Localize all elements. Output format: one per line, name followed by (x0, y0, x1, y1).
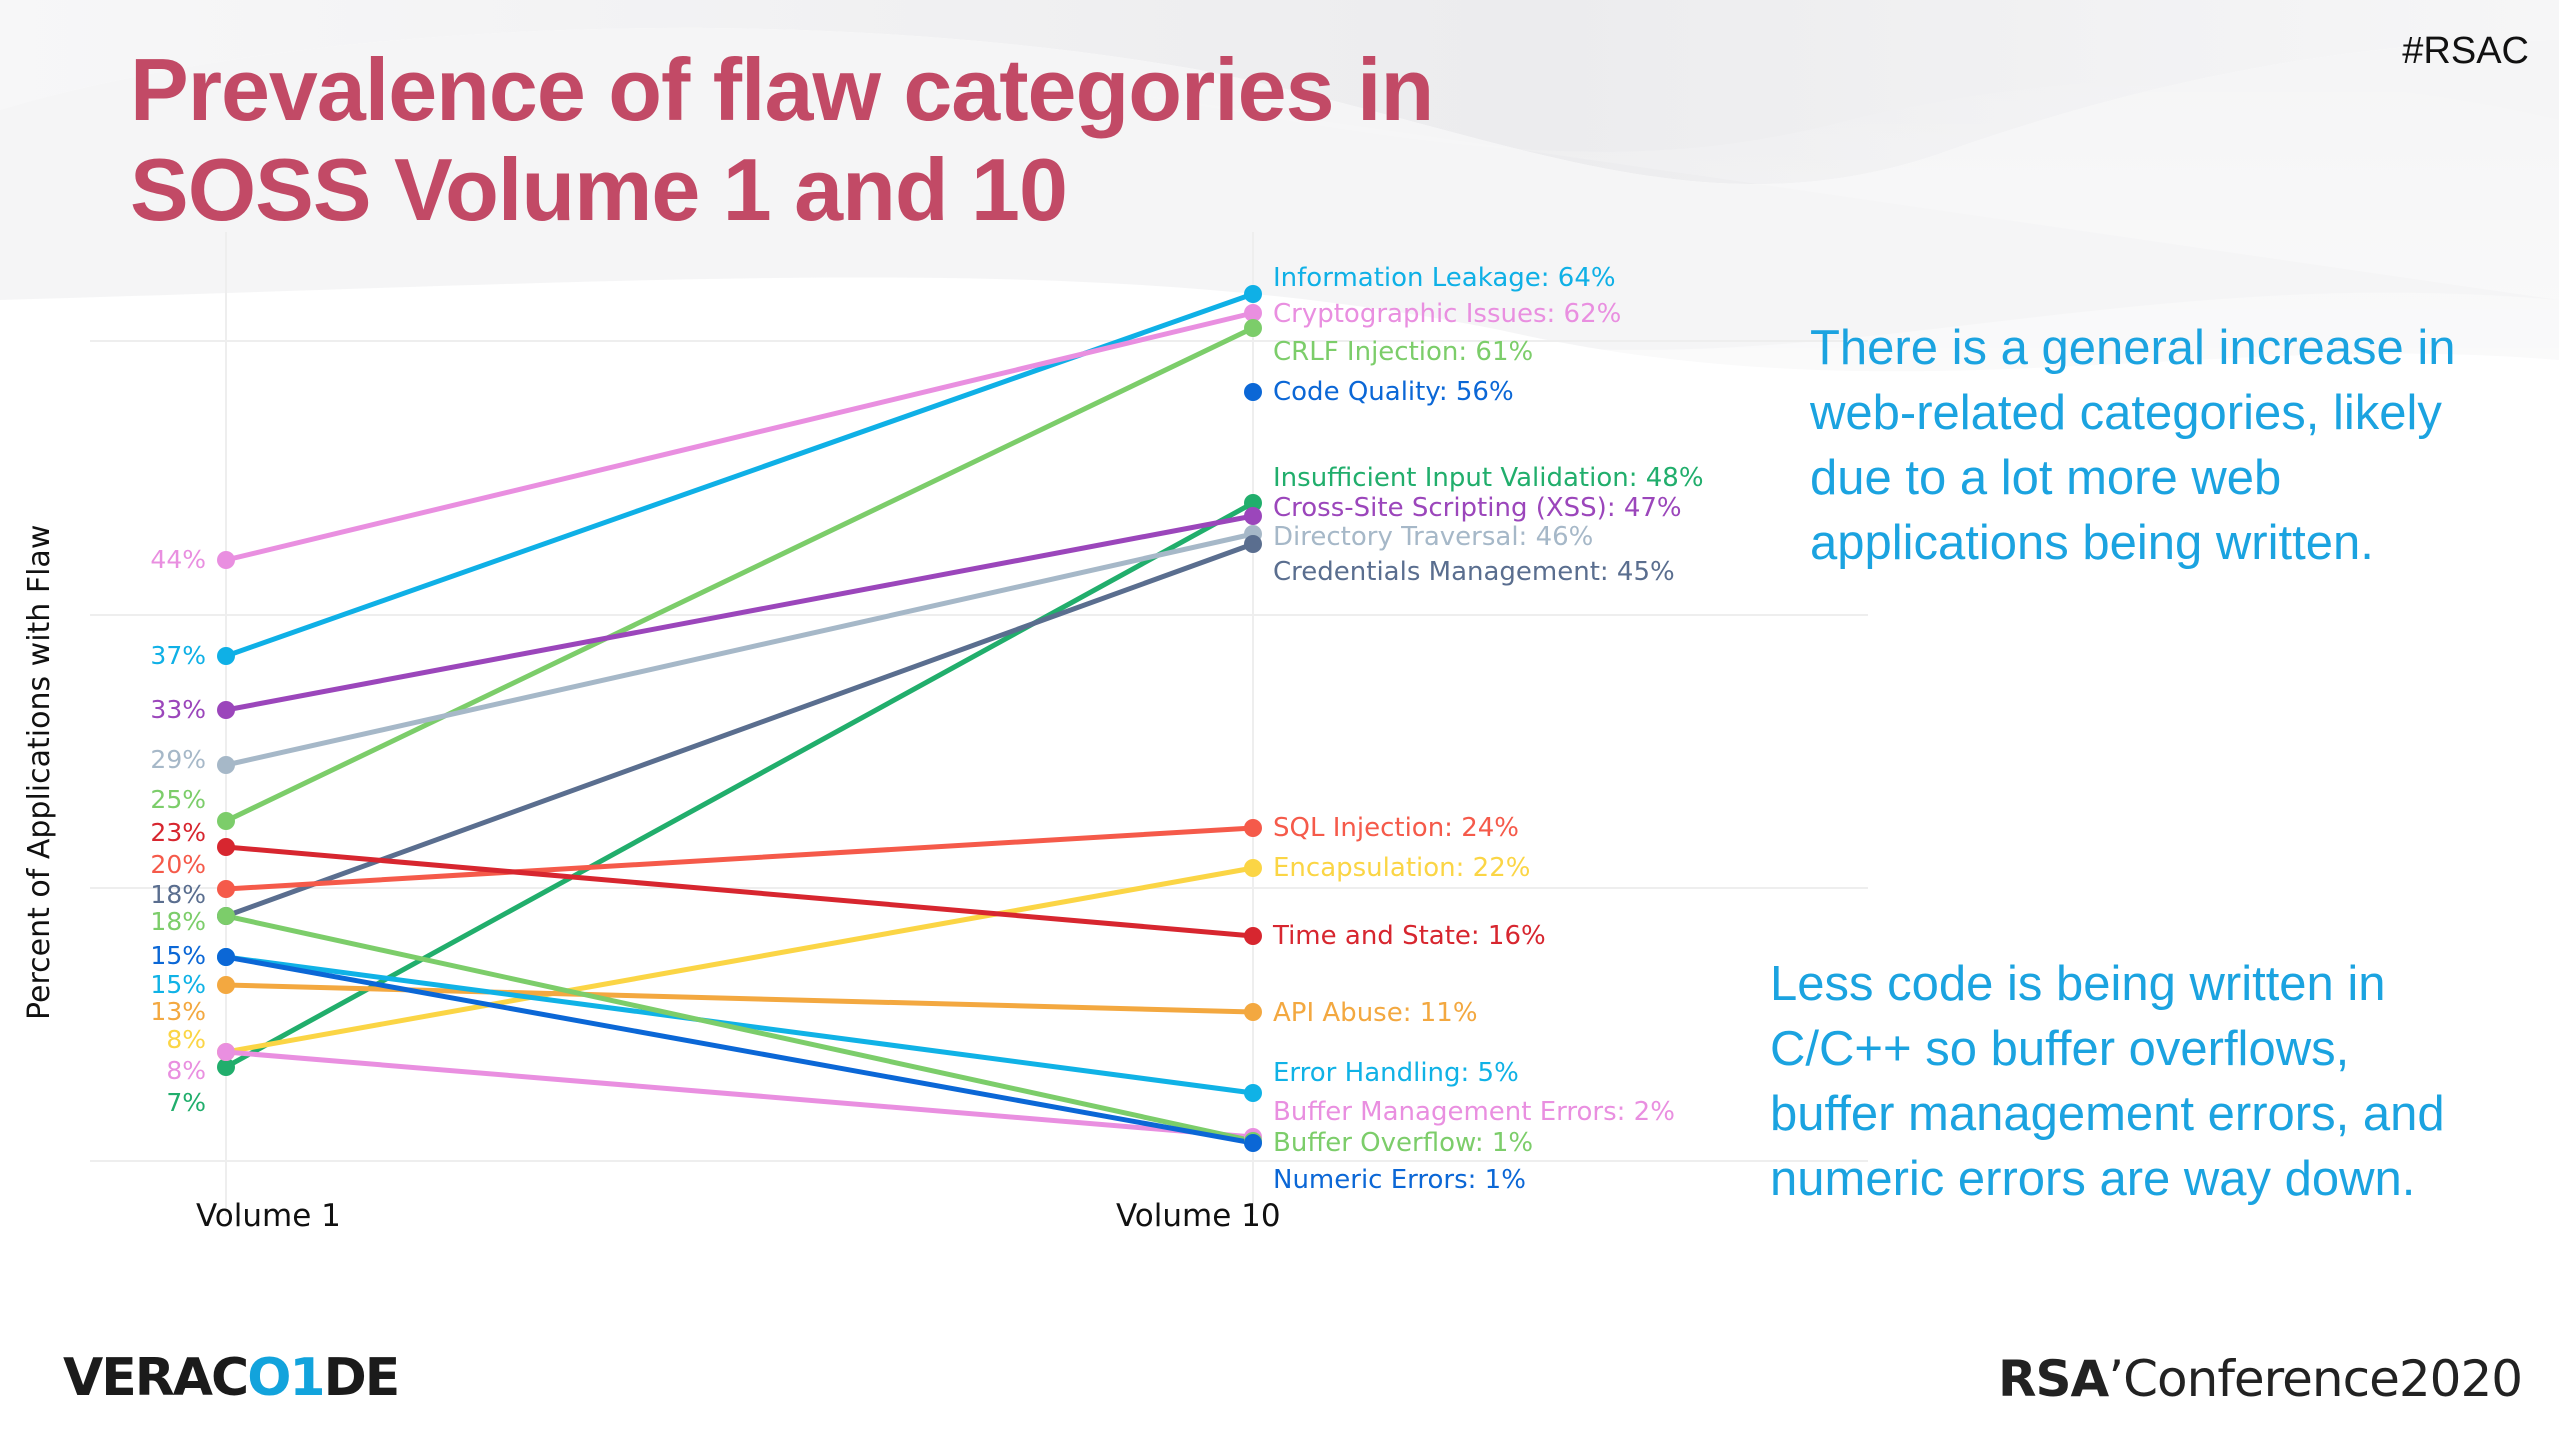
series-line (223, 825, 1256, 892)
volume-10-series-label: SQL Injection: 24% (1273, 813, 1519, 843)
volume-1-value-label: 29% (150, 745, 206, 774)
note-web-line: due to a lot more web (1810, 451, 2282, 505)
volume-10-series-label: Error Handling: 5% (1273, 1058, 1519, 1088)
series-line (223, 541, 1256, 919)
series-line (223, 982, 1256, 1015)
data-point-marker (1244, 319, 1262, 337)
volume-1-value-label: 18% (150, 907, 206, 936)
series-line (223, 325, 1256, 824)
series-line (223, 865, 1256, 1055)
volume-1-value-label: 18% (150, 880, 206, 909)
data-point-marker (217, 976, 235, 994)
volume-1-value-label: 20% (150, 850, 206, 879)
background-swoosh (0, 0, 2559, 700)
data-point-marker (217, 1043, 235, 1061)
note-c-decrease: Less code is being written in C/C++ so b… (1770, 952, 2445, 1212)
volume-10-series-label: Time and State: 16% (1273, 921, 1546, 951)
series-line (223, 310, 1256, 563)
veracode-logo-text: VERAC (63, 1348, 249, 1408)
volume-1-value-label: 33% (150, 695, 206, 724)
data-point-marker (1244, 285, 1262, 303)
data-point-marker (217, 907, 235, 925)
note-web-line: There is a general increase in (1810, 321, 2456, 375)
note-c-line: numeric errors are way down. (1770, 1152, 2416, 1206)
data-point-marker (1244, 859, 1262, 877)
volume-1-value-label: 23% (150, 818, 206, 847)
data-point-marker (1244, 494, 1262, 512)
note-web-line: web-related categories, likely (1810, 386, 2442, 440)
note-c-line: C/C++ so buffer overflows, (1770, 1022, 2350, 1076)
note-web-increase: There is a general increase in web-relat… (1810, 316, 2456, 576)
data-point-marker (217, 647, 235, 665)
data-point-marker (1244, 507, 1262, 525)
volume-1-value-label: 25% (150, 785, 206, 814)
volume-1-value-label: 44% (150, 545, 206, 574)
x-axis-label-volume-10: Volume 10 (1116, 1198, 1281, 1234)
slide-title-line-1: Prevalence of flaw categories in (130, 40, 1434, 139)
volume-10-series-label: Buffer Overflow: 1% (1273, 1128, 1534, 1158)
y-axis-title: Percent of Applications with Flaw (22, 524, 57, 1020)
volume-1-value-label: 15% (150, 941, 206, 970)
series-line (223, 954, 1256, 1096)
data-point-marker (1244, 1084, 1262, 1102)
data-point-marker (1244, 383, 1262, 401)
series-line (223, 513, 1256, 713)
volume-10-series-label: Cross-Site Scripting (XSS): 47% (1273, 493, 1682, 523)
volume-10-series-label: Encapsulation: 22% (1273, 853, 1531, 883)
data-point-marker (1244, 927, 1262, 945)
data-point-marker (217, 880, 235, 898)
volume-10-series-label: Cryptographic Issues: 62% (1273, 299, 1622, 329)
volume-10-series-label: CRLF Injection: 61% (1273, 337, 1534, 367)
volume-10-series-label: Buffer Management Errors: 2% (1273, 1097, 1675, 1127)
data-point-marker (1244, 1003, 1262, 1021)
data-point-marker (217, 948, 235, 966)
volume-1-value-label: 37% (150, 641, 206, 670)
volume-10-series-label: Insufficient Input Validation: 48% (1273, 463, 1704, 493)
rsa-conference-logo: RSAʼConference2020 (1998, 1350, 2523, 1408)
slide-title-line-2: SOSS Volume 1 and 10 (130, 140, 1068, 239)
volume-10-series-label: Information Leakage: 64% (1273, 263, 1616, 293)
volume-10-series-label: Directory Traversal: 46% (1273, 522, 1594, 552)
note-web-line: applications being written. (1810, 516, 2374, 570)
data-point-marker (1244, 535, 1262, 553)
veracode-logo-accent: O1 (247, 1348, 325, 1408)
volume-10-series-label: Numeric Errors: 1% (1273, 1165, 1526, 1195)
rsa-logo-tick: ʼ (2108, 1350, 2124, 1408)
x-axis-label-volume-1: Volume 1 (196, 1198, 341, 1234)
data-point-marker (217, 1058, 235, 1076)
series-line (223, 500, 1256, 1070)
series-line (223, 531, 1256, 768)
rsa-logo-mark: RSA (1998, 1350, 2109, 1408)
series-line (223, 954, 1256, 1146)
volume-10-series-label: Credentials Management: 45% (1273, 557, 1675, 587)
data-point-marker (217, 701, 235, 719)
note-c-line: Less code is being written in (1770, 957, 2386, 1011)
data-point-marker (1244, 304, 1262, 322)
veracode-logo: VERACO1DE (63, 1348, 401, 1408)
data-point-marker (217, 756, 235, 774)
rsac-hashtag: #RSAC (2402, 30, 2529, 72)
volume-10-series-label: API Abuse: 11% (1273, 998, 1478, 1028)
volume-1-value-label: 15% (150, 970, 206, 999)
volume-1-value-label: 7% (166, 1088, 206, 1117)
volume-1-value-label: 8% (166, 1056, 206, 1085)
data-point-marker (217, 812, 235, 830)
volume-1-value-label: 8% (166, 1025, 206, 1054)
data-point-marker (1244, 1134, 1262, 1152)
series-line (223, 844, 1256, 939)
note-c-line: buffer management errors, and (1770, 1087, 2445, 1141)
data-point-marker (1244, 819, 1262, 837)
volume-10-series-label: Code Quality: 56% (1273, 377, 1514, 407)
data-point-marker (217, 838, 235, 856)
data-point-marker (217, 551, 235, 569)
volume-1-value-label: 13% (150, 997, 206, 1026)
series-line (223, 1049, 1256, 1140)
rsa-logo-conference-text: Conference2020 (2123, 1350, 2523, 1408)
series-line (223, 913, 1256, 1144)
veracode-logo-text-end: DE (323, 1348, 401, 1408)
slide-title: Prevalence of flaw categories in SOSS Vo… (130, 40, 1434, 240)
